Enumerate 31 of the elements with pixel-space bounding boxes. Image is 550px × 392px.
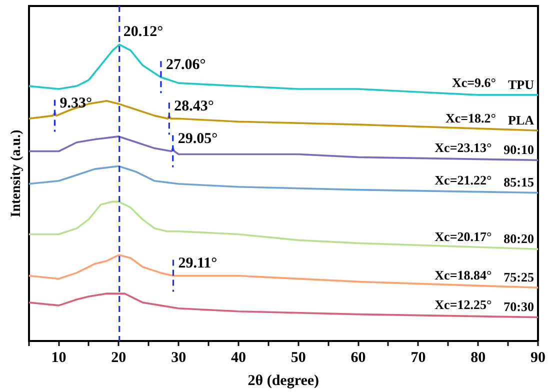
series-label: 85:15 <box>504 174 534 190</box>
x-axis-title: 2θ (degree) <box>248 372 320 389</box>
y-axis-title: Intensity (a.u.) <box>9 129 24 218</box>
x-tick-label: 50 <box>290 350 306 366</box>
x-tick-label: 70 <box>410 350 426 366</box>
series-label: 90:10 <box>504 142 534 158</box>
x-tick-label: 40 <box>230 350 246 366</box>
series-label: 75:25 <box>504 269 534 284</box>
series-label: 80:20 <box>504 230 534 246</box>
series-label: 70:30 <box>504 299 534 314</box>
annotation: Xc=9.6° <box>452 74 496 90</box>
x-tick-label: 30 <box>171 350 186 366</box>
annotation: Xc=20.17° <box>434 228 492 244</box>
series-label: PLA <box>508 112 535 128</box>
annotation: 27.06° <box>166 57 206 74</box>
annotation: Xc=18.84° <box>434 267 492 282</box>
series-label: TPU <box>508 76 535 92</box>
annotation: Xc=21.22° <box>434 172 492 188</box>
x-tick-label: 80 <box>470 350 486 366</box>
annotation: Xc=18.2° <box>445 110 496 126</box>
annotation: 29.11° <box>178 256 218 272</box>
ref-line-label: 20.12° <box>123 24 164 40</box>
annotation: 9.33° <box>60 96 92 112</box>
x-tick-label: 60 <box>350 350 366 366</box>
annotation: 29.05° <box>178 131 218 148</box>
x-tick-label: 90 <box>530 350 546 366</box>
annotation: Xc=23.13° <box>434 140 492 156</box>
x-tick-label: 20 <box>111 350 126 366</box>
annotation: Xc=12.25° <box>434 297 492 312</box>
annotation: 28.43° <box>174 98 214 115</box>
x-tick-label: 10 <box>51 350 66 366</box>
